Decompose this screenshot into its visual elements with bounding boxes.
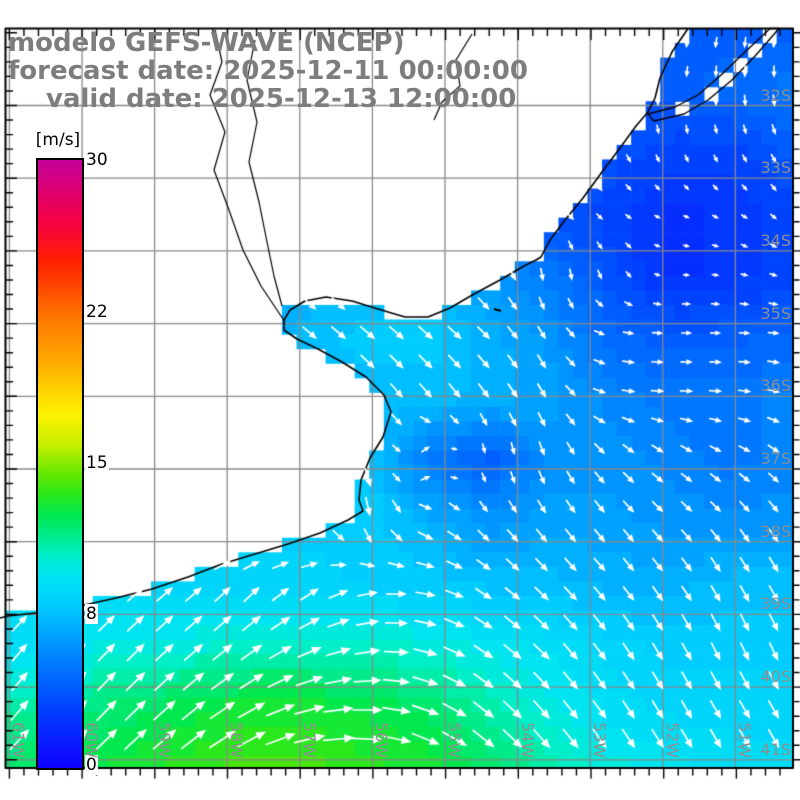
- lat-label: 41S: [760, 739, 791, 759]
- colorbar: [36, 158, 84, 770]
- lon-label: 56W: [372, 722, 392, 759]
- colorbar-tick-label: 30: [85, 150, 109, 170]
- lon-label: 61W: [9, 722, 29, 759]
- colorbar-tick-label: 22: [85, 302, 109, 322]
- lat-label: 32S: [760, 85, 791, 105]
- lon-label: 51W: [735, 722, 755, 759]
- lon-label: 55W: [445, 722, 464, 759]
- colorbar-tick-label: 8: [85, 604, 98, 624]
- lon-label: 54W: [517, 722, 537, 759]
- lon-label: 60W: [82, 722, 102, 759]
- lat-label: 40S: [760, 667, 791, 687]
- lon-label: 57W: [299, 722, 319, 759]
- lat-label: 37S: [760, 449, 791, 468]
- colorbar-unit-label: [m/s]: [35, 130, 81, 150]
- lon-label: 52W: [662, 722, 682, 759]
- lon-label: 58W: [227, 722, 247, 759]
- lon-label: 59W: [154, 722, 174, 759]
- lat-label: 39S: [760, 594, 791, 614]
- title-valid-date-line: valid date: 2025-12-13 12:00:00: [46, 84, 517, 114]
- colorbar-tick-label: 0: [85, 755, 98, 775]
- lat-label: 33S: [760, 158, 791, 178]
- lon-label: 53W: [590, 722, 610, 759]
- title-forecast-date-line: forecast date: 2025-12-11 00:00:00: [8, 56, 528, 86]
- title-model-line: modelo GEFS-WAVE (NCEP): [8, 28, 405, 58]
- lat-label: 34S: [760, 230, 791, 250]
- lat-label: 38S: [760, 521, 791, 541]
- colorbar-tick-label: 15: [85, 453, 109, 473]
- lat-label: 35S: [760, 303, 791, 323]
- lat-label: 36S: [760, 376, 791, 396]
